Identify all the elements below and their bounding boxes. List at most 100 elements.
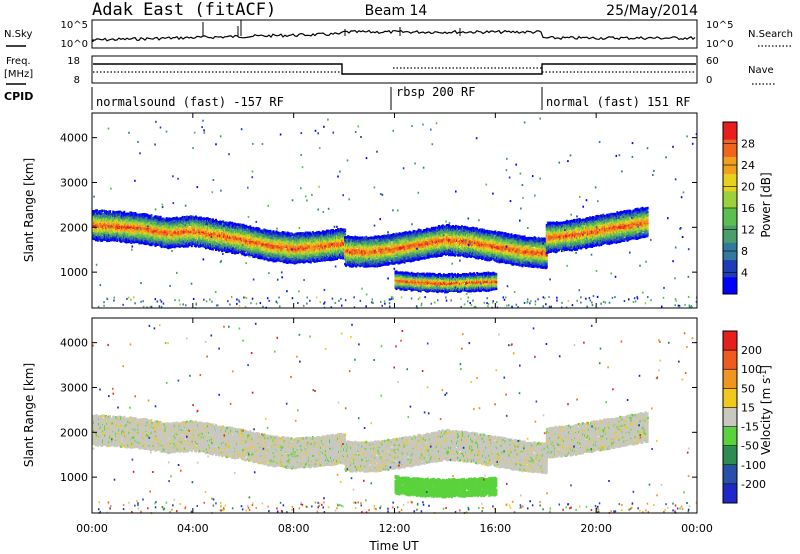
echo-cell <box>201 235 204 239</box>
echo-cell <box>192 222 195 226</box>
echo-cell <box>162 241 165 244</box>
echo-cell <box>278 244 281 247</box>
echo-cell <box>245 228 248 231</box>
echo-cell <box>242 237 245 240</box>
echo-cell <box>159 215 162 219</box>
echo-cell <box>109 222 112 225</box>
echo-cell <box>109 212 112 215</box>
echo-cell <box>267 229 270 233</box>
echo-cell <box>140 222 143 225</box>
echo-cell <box>226 244 229 248</box>
echo-cell <box>222 238 225 242</box>
echo-cell <box>133 220 136 223</box>
freq-tick-low: 8 <box>74 75 80 86</box>
echo-cell <box>284 236 287 240</box>
echo-cell <box>266 235 269 239</box>
echo-cell <box>170 227 173 230</box>
nsky-tick-low: 10^0 <box>61 39 88 50</box>
echo-cell <box>228 239 231 243</box>
echo-cell <box>230 240 233 243</box>
echo-cell <box>169 237 172 241</box>
echo-cell <box>172 239 175 243</box>
echo-cell <box>145 234 148 238</box>
echo-cell <box>213 239 215 243</box>
echo-cell <box>94 217 96 221</box>
echo-cell <box>145 242 148 246</box>
site-title: Adak East (fitACF) <box>92 0 276 20</box>
echo-cell <box>186 225 189 229</box>
echo-cell <box>138 241 141 245</box>
echo-cell <box>95 216 97 219</box>
echo-cell <box>109 232 112 235</box>
echo-cell <box>165 217 168 220</box>
echo-cell <box>278 254 281 257</box>
echo-cell <box>181 226 184 229</box>
echo-cell <box>130 241 133 244</box>
echo-cell <box>228 247 231 251</box>
echo-cell <box>169 242 172 245</box>
echo-cell <box>144 232 147 235</box>
echo-cell <box>146 227 149 230</box>
echo-cell <box>278 248 281 252</box>
echo-cell <box>157 220 160 223</box>
echo-cell <box>242 235 245 238</box>
echo-cell <box>254 237 257 240</box>
echo-cell <box>230 226 233 229</box>
echo-cell <box>205 219 208 222</box>
echo-cell <box>257 248 260 252</box>
echo-cell <box>181 241 184 245</box>
echo-cell <box>266 229 269 233</box>
echo-cell <box>195 232 198 236</box>
echo-cell <box>157 239 160 242</box>
echo-cell <box>145 216 148 219</box>
freq-tick-high: 18 <box>67 56 80 67</box>
echo-cell <box>157 229 160 233</box>
echo-cell <box>98 231 100 234</box>
echo-cell <box>218 249 220 252</box>
nsky-frame <box>91 19 698 49</box>
echo-cell <box>157 222 160 225</box>
echo-cell <box>278 245 281 248</box>
echo-cell <box>181 232 184 235</box>
echo-cell <box>205 233 208 237</box>
echo-cell <box>119 232 122 235</box>
echo-cell <box>187 236 190 239</box>
echo-cell <box>218 237 220 240</box>
echo-cell <box>98 220 100 223</box>
echo-cell <box>109 236 112 240</box>
echo-cell <box>238 229 241 233</box>
echo-cell <box>223 232 226 236</box>
echo-cell <box>181 221 184 224</box>
echo-cell <box>271 231 274 234</box>
echo-cell <box>130 240 133 243</box>
echo-cell <box>118 213 121 216</box>
echo-cell <box>281 231 284 234</box>
echo-cell <box>193 234 196 237</box>
echo-cell <box>230 228 233 231</box>
echo-cell <box>220 230 223 234</box>
echo-cell <box>183 222 186 225</box>
echo-cell <box>230 222 233 225</box>
echo-cell <box>193 216 196 219</box>
echo-cell <box>197 234 200 238</box>
echo-cell <box>245 240 248 243</box>
echo-cell <box>154 244 157 247</box>
echo-cell <box>242 239 245 243</box>
echo-cell <box>129 234 132 237</box>
echo-cell <box>133 216 136 219</box>
echo-cell <box>145 225 148 229</box>
echo-cell <box>133 213 136 216</box>
echo-cell <box>179 228 182 231</box>
echo-cell <box>254 255 257 258</box>
echo-cell <box>278 256 281 260</box>
echo-cell <box>133 217 136 220</box>
echo-cell <box>218 234 220 237</box>
echo-cell <box>121 220 124 223</box>
cpid-strip: CPID normalsound (fast) -157 RF rbsp 200… <box>4 85 691 110</box>
echo-cell <box>133 230 136 233</box>
echo-cell <box>242 229 245 232</box>
echo-cell <box>130 221 133 224</box>
echo-cell <box>278 250 281 253</box>
echo-cell <box>218 224 220 228</box>
